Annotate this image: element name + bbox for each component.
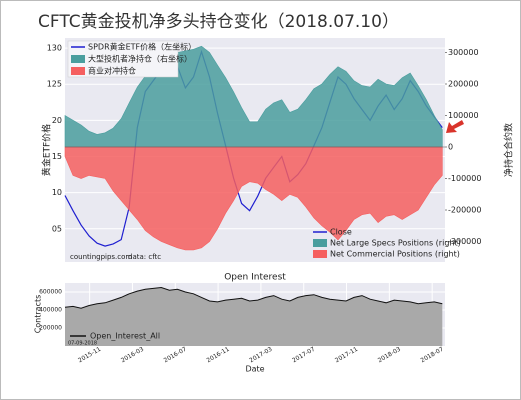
y2-tick-label: 100000 [448, 111, 479, 120]
legend-swatch [313, 239, 327, 247]
chart-title: Open Interest [224, 273, 286, 283]
y2-tick-label: -200000 [448, 206, 481, 215]
y-axis-label: Contracts [34, 295, 43, 334]
legend-label: Net Commercial Positions (right) [330, 250, 460, 259]
legend-label: SPDR黄金ETF价格（左坐标） [88, 42, 196, 52]
y-tick-label: 200000 [39, 325, 62, 332]
area [64, 146, 443, 251]
area [65, 287, 443, 346]
y2-tick-label: 300000 [448, 48, 479, 57]
y-tick-label: 05 [52, 224, 62, 233]
annotation: data: cftc [128, 253, 161, 261]
legend-label: Open_Interest_All [90, 332, 160, 341]
y2-axis-label: 净持仓合约数 [503, 123, 515, 177]
annotation: countingpips.com [70, 253, 132, 261]
legend-label: 大型投机者净持仓（右坐标） [88, 54, 192, 64]
y2-tick-label: 0 [448, 143, 453, 152]
y-tick-label: 10 [52, 188, 62, 197]
y-tick-label: 125 [47, 80, 62, 89]
legend-label: 商业对冲持仓 [88, 66, 136, 76]
x-axis-label: Date [245, 365, 264, 374]
y2-tick-label: -300000 [448, 237, 481, 246]
legend-box [67, 40, 179, 78]
y-tick-label: 130 [47, 44, 62, 53]
y-tick-label: 15 [52, 152, 62, 161]
y-axis-label: 黄金ETF价格 [41, 124, 53, 176]
arrow-icon [446, 120, 464, 133]
y-tick-label: 20 [52, 116, 62, 125]
legend-swatch [71, 67, 85, 75]
y-tick-label: 400000 [39, 307, 62, 314]
legend-swatch [313, 250, 327, 258]
legend-label: Net Large Specs Positions (right) [330, 239, 461, 248]
annotation: 07-09-2018 [68, 341, 97, 347]
y-tick-label: 600000 [39, 289, 62, 296]
chart-title: CFTC黄金投机净多头持仓变化（2018.07.10） [38, 12, 399, 32]
legend-swatch [71, 55, 85, 63]
y2-tick-label: -100000 [448, 174, 481, 183]
y2-tick-label: 200000 [448, 79, 479, 88]
legend-label: Close [330, 228, 352, 237]
area-line [64, 286, 443, 309]
